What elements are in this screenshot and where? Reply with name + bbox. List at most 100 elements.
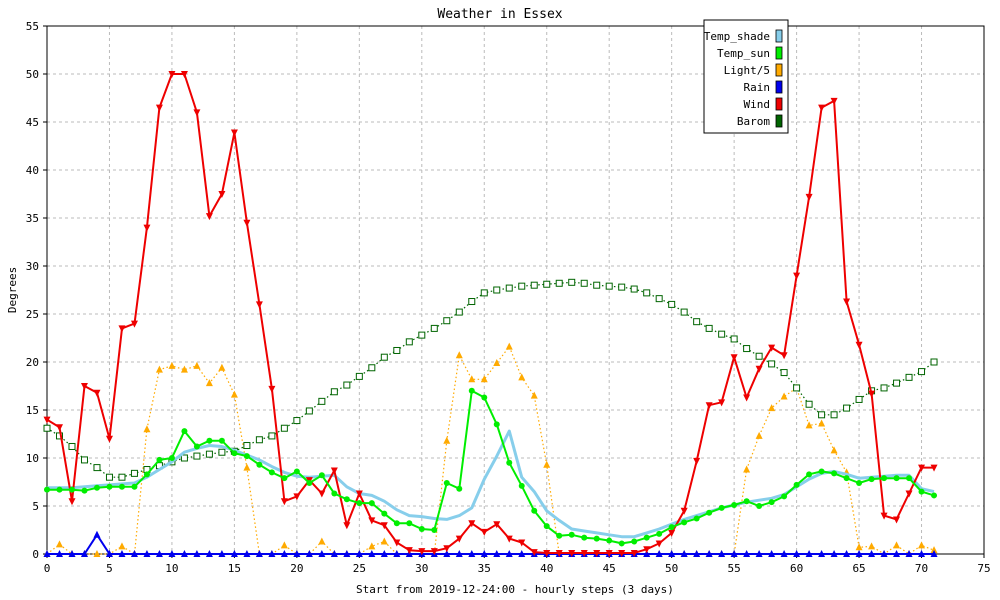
data-point-temp-sun: [356, 500, 363, 507]
data-point-wind: [343, 522, 351, 530]
data-point-wind: [843, 298, 851, 306]
y-tick-label: 5: [32, 500, 39, 513]
data-point-barom: [655, 295, 663, 303]
data-point-wind: [580, 550, 588, 558]
data-point-wind: [68, 498, 76, 506]
y-tick-label: 20: [26, 356, 39, 369]
data-point-wind: [705, 402, 713, 410]
data-point-rain: [680, 550, 688, 557]
data-point-temp-sun: [268, 469, 275, 476]
data-point-wind: [80, 383, 88, 390]
data-point-light-5: [518, 373, 526, 381]
data-point-barom: [130, 469, 138, 477]
data-point-rain: [905, 550, 913, 557]
data-point-temp-sun: [706, 509, 713, 516]
y-tick-label: 45: [26, 116, 39, 129]
data-point-temp-sun: [143, 471, 150, 478]
data-point-temp-sun: [643, 534, 650, 541]
data-point-light-5: [743, 465, 751, 473]
data-point-temp-sun: [543, 523, 550, 530]
data-point-wind: [930, 464, 938, 472]
legend-label-rain: Rain: [744, 81, 771, 94]
legend-label-wind: Wind: [744, 98, 771, 111]
data-point-light-5: [855, 543, 863, 551]
data-point-wind: [868, 390, 876, 398]
data-point-rain: [393, 550, 401, 557]
data-point-rain: [493, 550, 501, 557]
y-tick-label: 50: [26, 68, 39, 81]
data-point-rain: [818, 550, 826, 557]
y-tick-label: 55: [26, 20, 39, 33]
data-point-temp-sun: [931, 492, 938, 499]
legend-swatch-wind: [775, 97, 783, 111]
data-point-wind: [143, 224, 151, 232]
data-point-wind: [205, 213, 213, 221]
data-point-wind: [780, 352, 788, 360]
data-point-barom: [530, 281, 538, 289]
series-layer: [43, 71, 938, 558]
data-point-rain: [868, 550, 876, 557]
x-tick-label: 75: [977, 562, 990, 575]
data-point-rain: [193, 550, 201, 557]
data-point-temp-sun: [531, 507, 538, 514]
data-point-rain: [780, 550, 788, 557]
data-point-temp-sun: [918, 488, 925, 495]
data-point-temp-sun: [506, 459, 513, 466]
data-point-barom: [355, 372, 363, 380]
data-point-wind: [893, 516, 901, 524]
data-point-wind: [355, 490, 363, 498]
data-point-wind: [630, 550, 638, 558]
data-point-rain: [105, 550, 113, 557]
data-point-barom: [368, 364, 376, 372]
data-point-rain: [330, 550, 338, 557]
data-point-wind: [918, 464, 926, 472]
data-point-barom: [218, 448, 226, 456]
data-point-temp-sun: [431, 527, 438, 533]
data-point-rain: [730, 550, 738, 557]
data-point-temp-sun: [56, 486, 63, 493]
data-point-barom: [743, 345, 751, 353]
legend-label-barom: Barom: [737, 115, 770, 128]
data-point-rain: [518, 550, 526, 557]
data-point-light-5: [180, 365, 188, 373]
data-point-temp-sun: [181, 428, 188, 435]
data-point-temp-sun: [493, 421, 500, 428]
series-line-wind: [46, 73, 934, 554]
data-point-barom: [668, 300, 676, 308]
data-point-wind: [618, 550, 626, 558]
data-point-barom: [430, 324, 438, 332]
data-point-barom: [118, 473, 126, 481]
data-point-wind: [555, 550, 563, 558]
data-point-barom: [793, 384, 801, 392]
data-point-light-5: [893, 541, 901, 549]
data-point-wind: [93, 389, 101, 397]
data-point-barom: [405, 338, 413, 346]
data-point-temp-sun: [281, 475, 288, 482]
data-point-barom: [768, 360, 776, 368]
data-point-rain: [755, 550, 763, 557]
data-point-barom: [518, 282, 526, 290]
data-point-temp-sun: [593, 535, 600, 542]
data-point-rain: [293, 550, 301, 557]
data-point-temp-sun: [81, 487, 88, 494]
data-point-barom: [80, 456, 88, 464]
data-point-light-5: [780, 392, 788, 400]
data-point-light-5: [543, 460, 551, 468]
data-point-wind: [855, 341, 863, 349]
data-point-wind: [805, 193, 813, 201]
data-point-rain: [305, 550, 313, 557]
data-point-light-5: [930, 546, 938, 554]
x-axis-label: Start from 2019-12-24:00 - hourly steps …: [356, 583, 674, 596]
data-point-light-5: [93, 550, 101, 557]
data-point-barom: [443, 317, 451, 325]
data-point-rain: [205, 550, 213, 557]
data-point-barom: [680, 308, 688, 316]
data-point-barom: [643, 289, 651, 297]
data-point-rain: [180, 550, 188, 557]
x-tick-label: 55: [728, 562, 741, 575]
data-point-barom: [780, 369, 788, 377]
data-point-temp-sun: [868, 476, 875, 483]
data-point-rain: [455, 550, 463, 557]
data-point-temp-sun: [218, 437, 225, 444]
data-point-light-5: [868, 542, 876, 550]
